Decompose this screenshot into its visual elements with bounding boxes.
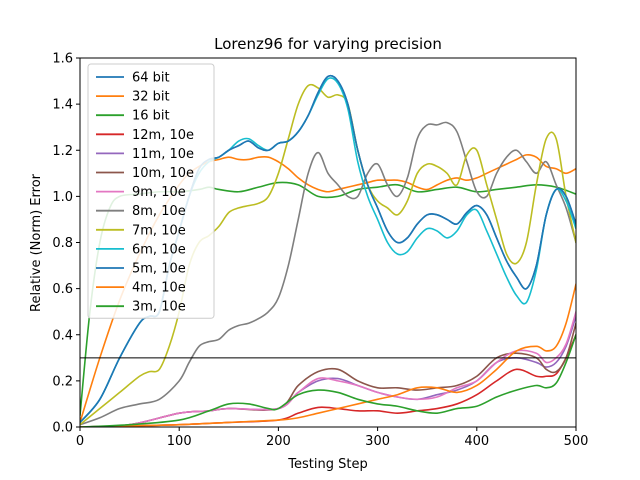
y-tick-label-5: 1.0 xyxy=(52,190,73,205)
series-line-6 xyxy=(80,310,576,427)
x-tick-label-4: 400 xyxy=(464,434,489,449)
legend-label-0: 64 bit xyxy=(132,71,170,86)
x-tick-label-0: 0 xyxy=(76,434,84,449)
legend-label-5: 10m, 10e xyxy=(132,166,194,181)
legend-label-9: 6m, 10e xyxy=(132,242,186,257)
y-tick-label-0: 0.0 xyxy=(52,421,73,436)
legend-label-4: 11m, 10e xyxy=(132,147,194,162)
legend-label-11: 4m, 10e xyxy=(132,281,186,296)
y-tick-label-3: 0.6 xyxy=(52,282,73,297)
legend-label-10: 5m, 10e xyxy=(132,262,186,277)
x-tick-label-3: 300 xyxy=(365,434,390,449)
series-line-12 xyxy=(80,333,576,427)
legend-box xyxy=(87,63,215,319)
x-tick-label-5: 500 xyxy=(564,434,589,449)
y-tick-label-4: 0.8 xyxy=(52,236,73,251)
legend-label-3: 12m, 10e xyxy=(132,128,194,143)
x-axis-title: Testing Step xyxy=(287,457,367,472)
legend-label-8: 7m, 10e xyxy=(132,223,186,238)
series-line-11 xyxy=(80,283,576,427)
legend-label-2: 16 bit xyxy=(132,109,170,124)
legend-label-6: 9m, 10e xyxy=(132,185,186,200)
y-tick-label-1: 0.2 xyxy=(52,374,73,389)
x-tick-label-1: 100 xyxy=(167,434,192,449)
y-tick-label-8: 1.6 xyxy=(52,52,73,67)
legend-label-12: 3m, 10e xyxy=(132,300,186,315)
y-tick-label-2: 0.4 xyxy=(52,328,73,343)
y-axis-title: Relative (Norm) Error xyxy=(29,173,44,312)
x-tick-label-2: 200 xyxy=(266,434,291,449)
y-tick-label-6: 1.2 xyxy=(52,144,73,159)
y-tick-label-7: 1.4 xyxy=(52,98,73,113)
legend: 64 bit 32 bit 16 bit 12m, 10e 11m, 10e 10m, 1… xyxy=(87,63,215,319)
legend-label-7: 8m, 10e xyxy=(132,204,186,219)
legend-label-1: 32 bit xyxy=(132,90,170,105)
chart-title: Lorenz96 for varying precision xyxy=(214,35,442,53)
plot-area: 0 100 200 300 400 500 0.0 0.2 0.4 0.6 0.8 1.0 1.2 1.4… xyxy=(52,52,588,450)
series-line-7 xyxy=(80,121,576,426)
